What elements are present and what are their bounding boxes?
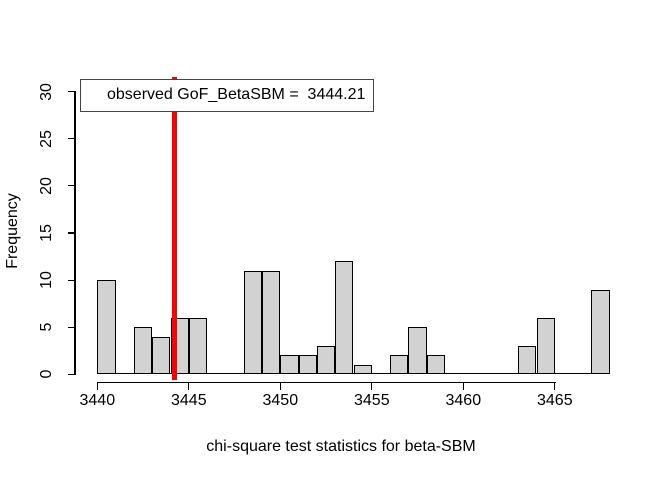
y-tick-label: 10 [38, 271, 55, 289]
y-tick-label: 25 [38, 129, 55, 148]
histogram-bar [426, 355, 445, 375]
histogram-bar [316, 346, 336, 375]
x-tick [554, 382, 556, 390]
x-tick [279, 382, 281, 390]
histogram-bar [280, 355, 299, 375]
histogram-bar [390, 355, 409, 375]
x-tick [462, 382, 464, 390]
histogram-bar [188, 317, 208, 375]
x-tick-label: 3455 [354, 392, 390, 409]
x-tick [188, 382, 190, 390]
x-tick-label: 3460 [445, 392, 482, 409]
x-tick-label: 3465 [537, 392, 573, 409]
histogram-bar [152, 336, 171, 375]
legend-box: observed GoF_BetaSBM = 3444.21 [80, 78, 374, 112]
x-tick [371, 382, 373, 390]
y-tick-label: 0 [38, 369, 55, 379]
y-tick [67, 185, 76, 187]
y-tick-label: 5 [38, 322, 55, 332]
histogram-bar [298, 355, 317, 375]
x-axis-line [97, 382, 556, 384]
histogram-bar [262, 270, 281, 375]
observed-value-line [171, 77, 177, 380]
histogram-bar [591, 289, 610, 375]
x-axis-title: chi-square test statistics for beta-SBM [206, 438, 476, 455]
x-tick-label: 3445 [171, 392, 207, 409]
histogram-bar [536, 317, 555, 375]
x-tick [96, 382, 98, 390]
x-tick-label: 3450 [262, 392, 299, 409]
histogram-bar [133, 327, 153, 375]
y-tick [67, 138, 76, 140]
histogram-bar [408, 327, 427, 375]
y-tick-label: 20 [38, 176, 55, 195]
histogram-bar [518, 346, 537, 375]
y-tick-label: 30 [38, 82, 55, 101]
x-tick-label: 3440 [79, 392, 116, 409]
y-tick [67, 91, 76, 93]
y-tick-label: 15 [38, 224, 55, 242]
y-tick [67, 279, 76, 281]
histogram-baseline [97, 373, 610, 375]
y-axis-title: Frequency [4, 193, 21, 269]
y-tick [67, 373, 76, 375]
histogram-bar [335, 261, 354, 375]
y-tick [67, 326, 76, 328]
legend-text: observed GoF_BetaSBM = 3444.21 [107, 86, 366, 103]
y-tick [67, 232, 76, 234]
histogram-bar [97, 280, 116, 375]
histogram-bar [243, 270, 262, 375]
y-axis-line [74, 91, 76, 376]
